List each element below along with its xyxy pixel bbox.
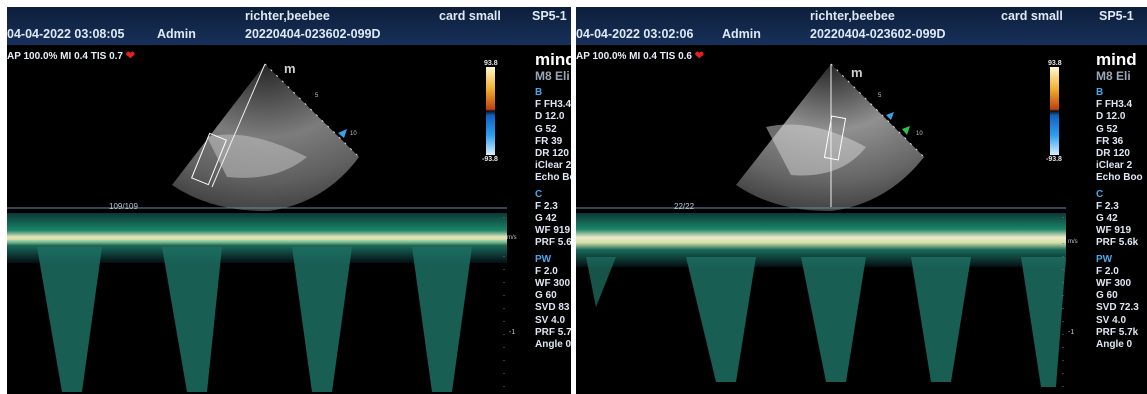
depth-mark-10: 10	[350, 131, 357, 137]
acoustic-output: AP 100.0% MI 0.4 TIS 0.7 ❤	[7, 50, 135, 62]
spectral-trough	[37, 247, 102, 392]
scale-top: 93.8	[1048, 60, 1062, 67]
patient-name: richter,beebee	[245, 9, 330, 23]
depth-mark-5: 5	[878, 93, 882, 99]
operator-name: Admin	[157, 27, 196, 41]
sector-marker: m	[851, 65, 863, 80]
focus-marker-icon	[902, 126, 910, 135]
pw-section-title: PW	[1096, 253, 1113, 265]
cardiac-structure	[207, 134, 307, 178]
color-scale-bar	[486, 67, 495, 155]
operator-name: Admin	[722, 27, 761, 41]
brand-logo: mind	[1096, 50, 1137, 69]
spectral-trough	[801, 257, 866, 382]
c-section-title: C	[535, 188, 543, 200]
scale-bottom: -93.8	[1046, 156, 1062, 163]
spectral-trough	[412, 247, 472, 392]
brand-logo: mind	[535, 50, 571, 69]
spectral-trough	[911, 257, 971, 382]
pw-section-title: PW	[535, 253, 552, 265]
heart-icon: ❤	[125, 50, 135, 62]
patient-name: richter,beebee	[810, 9, 895, 23]
depth-scale	[830, 63, 925, 158]
spectral-trough	[292, 247, 352, 392]
ultrasound-image	[7, 63, 507, 392]
ultrasound-panel-right: 04-04-2022 03:02:06 Admin richter,beebee…	[576, 7, 1147, 394]
exam-id: 20220404-023602-099D	[810, 27, 946, 41]
doppler-cursor-line	[211, 63, 266, 188]
probe-name: SP5-1	[1099, 9, 1134, 23]
exam-datetime: 04-04-2022 03:08:05	[7, 27, 125, 41]
b-mode-sector	[172, 64, 359, 212]
header-bar: 04-04-2022 03:02:06 Admin richter,beebee…	[576, 7, 1147, 45]
color-box	[823, 115, 847, 161]
sweep-count: 22/22	[674, 202, 695, 211]
exam-datetime: 04-04-2022 03:02:06	[576, 27, 694, 41]
spectral-trough	[686, 257, 756, 382]
b-section-title: B	[535, 87, 543, 98]
velocity-unit: m/s	[1068, 239, 1078, 245]
baseline-mark: -1	[1068, 329, 1075, 336]
color-scale-bar	[1050, 67, 1059, 155]
b-section-title: B	[1096, 87, 1104, 98]
spectral-trough	[586, 257, 616, 307]
cardiac-structure	[766, 124, 866, 176]
depth-mark-5: 5	[315, 93, 319, 99]
preset-name: card small	[1001, 9, 1063, 23]
acoustic-output: AP 100.0% MI 0.4 TIS 0.6 ❤	[576, 50, 704, 62]
parameter-panel: B F FH3.4 D 12.0 G 52 FR 39 DR 120 iClea…	[535, 87, 571, 351]
c-section-title: C	[1096, 188, 1104, 200]
parameter-panel: B F FH3.4 D 12.0 G 52 FR 36 DR 120 iClea…	[1096, 87, 1143, 351]
spectral-trough	[162, 247, 222, 392]
ultrasound-image	[576, 63, 1066, 392]
focus-marker-icon	[886, 112, 894, 120]
heart-icon: ❤	[694, 50, 704, 62]
model-name: M8 Eli	[535, 69, 570, 83]
header-bar: 04-04-2022 03:08:05 Admin richter,beebee…	[7, 7, 571, 45]
probe-name: SP5-1	[532, 9, 567, 23]
baseline-mark: -1	[509, 329, 516, 336]
exam-id: 20220404-023602-099D	[245, 27, 381, 41]
preset-name: card small	[439, 9, 501, 23]
model-name: M8 Eli	[1096, 69, 1131, 83]
depth-mark-10: 10	[916, 131, 923, 137]
scale-bottom: -93.8	[482, 156, 498, 163]
spectral-trough	[1021, 257, 1066, 387]
ultrasound-panel-left: 04-04-2022 03:08:05 Admin richter,beebee…	[7, 7, 571, 394]
velocity-unit: m/s	[507, 235, 517, 241]
scale-top: 93.8	[484, 60, 498, 67]
color-box	[191, 132, 227, 186]
sweep-count: 109/109	[109, 202, 138, 211]
focus-marker-icon	[338, 129, 347, 138]
sector-marker: m	[284, 61, 296, 76]
